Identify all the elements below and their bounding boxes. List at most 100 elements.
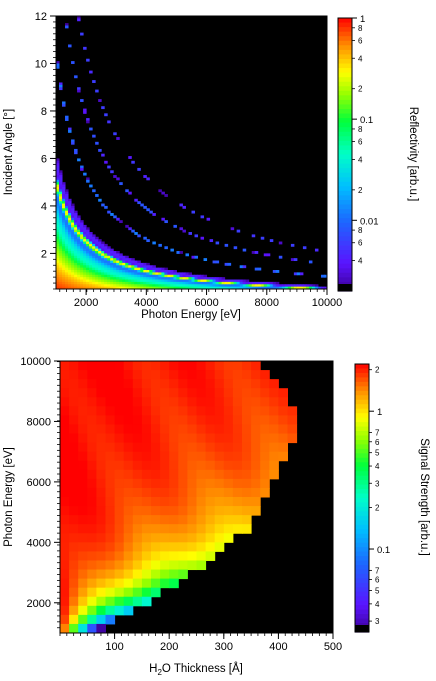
heatmap-cell — [311, 284, 316, 288]
heatmap-cell — [302, 246, 307, 250]
colorbar-segment — [338, 272, 352, 278]
heatmap-cell — [132, 587, 143, 598]
heatmap-cell — [200, 284, 205, 288]
heatmap-cell — [137, 272, 141, 276]
heatmap-cell — [71, 224, 75, 228]
heatmap-cell — [152, 274, 156, 278]
heatmap-cell — [173, 286, 177, 289]
heatmap-cell — [206, 281, 211, 285]
heatmap-cell — [114, 487, 125, 498]
heatmap-cell — [96, 388, 106, 398]
colorbar-segment — [355, 404, 369, 410]
heatmap-cell — [125, 270, 129, 273]
heatmap-cell — [78, 605, 88, 616]
heatmap-cell — [119, 281, 123, 285]
heatmap-cell — [141, 578, 152, 589]
heatmap-cell — [278, 433, 288, 444]
heatmap-cell — [86, 227, 90, 231]
heatmap-cell — [161, 274, 165, 278]
heatmap-cell — [119, 262, 123, 266]
colorbar-minor-label: 2 — [375, 504, 380, 513]
heatmap-cell — [60, 460, 70, 471]
heatmap-cell — [149, 274, 153, 278]
heatmap-cell — [169, 560, 179, 571]
heatmap-cell — [87, 551, 97, 561]
heatmap-cell — [89, 251, 93, 254]
heatmap-cell — [68, 44, 72, 48]
heatmap-cell — [137, 270, 141, 273]
colorbar-segment — [338, 140, 352, 146]
heatmap-cell — [89, 279, 93, 283]
heatmap-cell — [96, 506, 106, 516]
heatmap-cell — [161, 270, 165, 273]
heatmap-cell — [151, 487, 161, 498]
heatmap-cell — [141, 533, 152, 543]
heatmap-cell — [87, 605, 97, 616]
heatmap-cell — [260, 281, 265, 285]
heatmap-cell — [104, 262, 108, 266]
heatmap-cell — [59, 87, 63, 91]
heatmap-cell — [251, 469, 261, 480]
heatmap-cell — [196, 497, 207, 507]
heatmap-cell — [87, 415, 97, 425]
heatmap-cell — [196, 442, 207, 453]
heatmap-cell — [56, 177, 60, 181]
heatmap-cell — [68, 274, 72, 278]
colorbar-tick-label: 0.1 — [360, 115, 373, 126]
heatmap-cell — [122, 258, 126, 262]
heatmap-cell — [251, 478, 261, 489]
heatmap-cell — [89, 243, 93, 247]
heatmap-cell — [169, 424, 179, 435]
heatmap-cell — [134, 260, 138, 264]
heatmap-cell — [155, 284, 159, 288]
colorbar-segment — [355, 431, 369, 437]
heatmap-cell — [69, 406, 79, 416]
heatmap-cell — [251, 487, 261, 498]
colorbar-segment — [338, 213, 352, 219]
heatmap-cell — [170, 284, 174, 288]
heatmap-cell — [56, 239, 60, 243]
heatmap-cell — [132, 560, 143, 571]
heatmap-cell — [314, 286, 319, 289]
heatmap-cell — [164, 277, 168, 280]
heatmap-cell — [69, 569, 79, 580]
heatmap-cell — [160, 433, 170, 444]
heatmap-cell — [56, 277, 60, 280]
heatmap-cell — [62, 196, 66, 200]
heatmap-cell — [113, 265, 117, 269]
heatmap-cell — [158, 279, 162, 283]
heatmap-cell — [65, 243, 69, 247]
heatmap-cell — [178, 478, 188, 489]
heatmap-cell — [242, 279, 247, 283]
heatmap-cell — [60, 560, 70, 571]
heatmap-cell — [104, 286, 108, 289]
heatmap-cell — [110, 284, 114, 288]
heatmap-cell — [83, 108, 87, 112]
heatmap-cell — [96, 424, 106, 435]
heatmap-cell — [131, 284, 135, 288]
heatmap-cell — [101, 260, 105, 264]
heatmap-cell — [169, 388, 179, 398]
heatmap-cell — [251, 424, 261, 435]
heatmap-cell — [254, 281, 259, 285]
heatmap-cell — [125, 262, 129, 266]
heatmap-cell — [62, 286, 66, 289]
heatmap-cell — [178, 569, 188, 580]
heatmap-cell — [205, 424, 216, 435]
heatmap-cell — [188, 286, 192, 289]
heatmap-cell — [110, 255, 114, 259]
heatmap-cell — [98, 258, 102, 262]
heatmap-cell — [62, 198, 66, 202]
heatmap-cell — [87, 614, 97, 625]
heatmap-cell — [89, 260, 93, 264]
heatmap-cell — [205, 370, 216, 380]
heatmap-cell — [161, 286, 165, 289]
colorbar-segment — [355, 565, 369, 571]
colorbar-segment — [338, 163, 352, 169]
heatmap-cell — [60, 388, 70, 398]
heatmap-cell — [140, 274, 144, 278]
heatmap-cell — [74, 281, 78, 285]
heatmap-cell — [104, 246, 108, 250]
heatmap-cell — [169, 370, 179, 380]
heatmap-cell — [98, 270, 102, 273]
